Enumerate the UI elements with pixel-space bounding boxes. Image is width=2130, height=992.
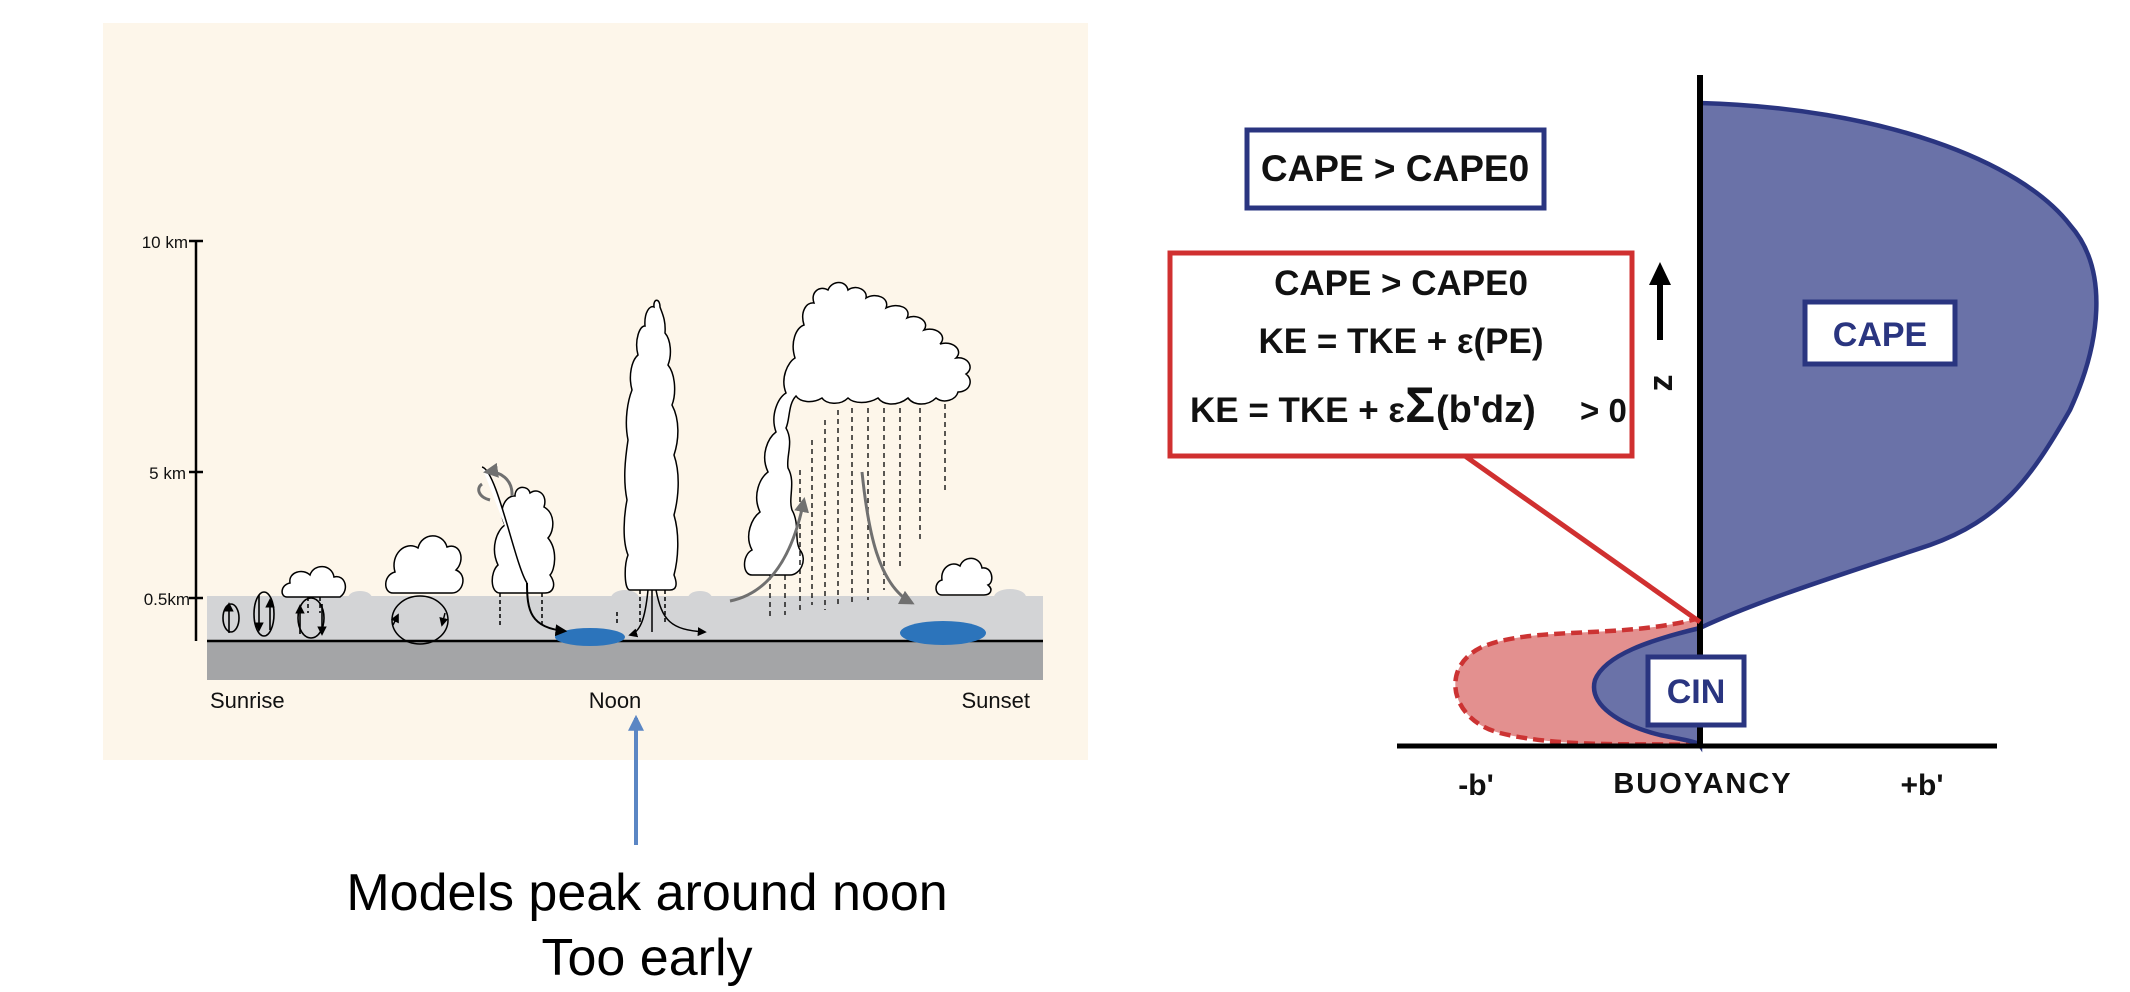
deep-convection-tower (616, 299, 707, 638)
cape-label: CAPE (1833, 316, 1927, 354)
time-label-sunrise: Sunrise (210, 688, 285, 713)
axis-label-buoyancy: BUOYANCY (1613, 768, 1792, 800)
sunset-cumulus (935, 557, 993, 596)
cape-label-box (1802, 299, 1958, 367)
equation-line-3-sum: Σ (1405, 377, 1435, 433)
equation-line-1: CAPE > CAPE0 (1274, 264, 1528, 303)
height-axis: 10 km 5 km 0.5km (142, 233, 203, 641)
caption-line-2: Too early (542, 929, 753, 987)
cumulus-2-top-arrow (477, 462, 514, 502)
caption-line-1: Models peak around noon (346, 864, 947, 922)
diurnal-cycle-panel: 10 km 5 km 0.5km (103, 23, 1088, 760)
height-label-05km: 0.5km (144, 590, 190, 609)
cin-label-box (1645, 654, 1747, 728)
noon-puddle (555, 628, 625, 646)
z-label: z (1642, 375, 1680, 392)
height-label-10km: 10 km (142, 233, 188, 252)
cin-label: CIN (1667, 673, 1726, 711)
ground (207, 642, 1043, 680)
time-label-sunset: Sunset (962, 688, 1031, 713)
cape-threshold-box (1244, 127, 1547, 211)
equation-line-3b: (b'dz) (1436, 389, 1536, 431)
time-label-noon: Noon (589, 688, 642, 713)
axis-label-negative: -b' (1458, 769, 1493, 802)
storm-rain-shafts (769, 404, 946, 620)
trigger-equation-box (1167, 250, 1635, 459)
axis-label-positive: +b' (1901, 769, 1944, 802)
cape-threshold-text: CAPE > CAPE0 (1261, 148, 1529, 189)
equation-line-2: KE = TKE + ε(PE) (1258, 322, 1543, 361)
shallow-cumulus-1 (281, 565, 347, 613)
equation-line-3a: KE = TKE + ε (1190, 391, 1405, 430)
equation-line-3c: > 0 (1580, 392, 1627, 429)
bl-top-bumps (348, 589, 1026, 606)
mature-storm-anvil-clean (743, 281, 971, 576)
buoyancy-profile-panel: z CAPE > CAPE0 CAPE > CAPE0 KE = TKE + ε… (1167, 75, 2099, 802)
sunset-puddle (900, 621, 986, 645)
z-arrow (1649, 262, 1671, 340)
sunrise-eddies (222, 591, 327, 639)
storm-flow-arrows (729, 471, 915, 605)
cumulus-2 (385, 535, 464, 645)
trigger-connector-line (1463, 453, 1702, 625)
height-label-5km: 5 km (149, 464, 186, 483)
noon-low-arrows (526, 582, 568, 637)
